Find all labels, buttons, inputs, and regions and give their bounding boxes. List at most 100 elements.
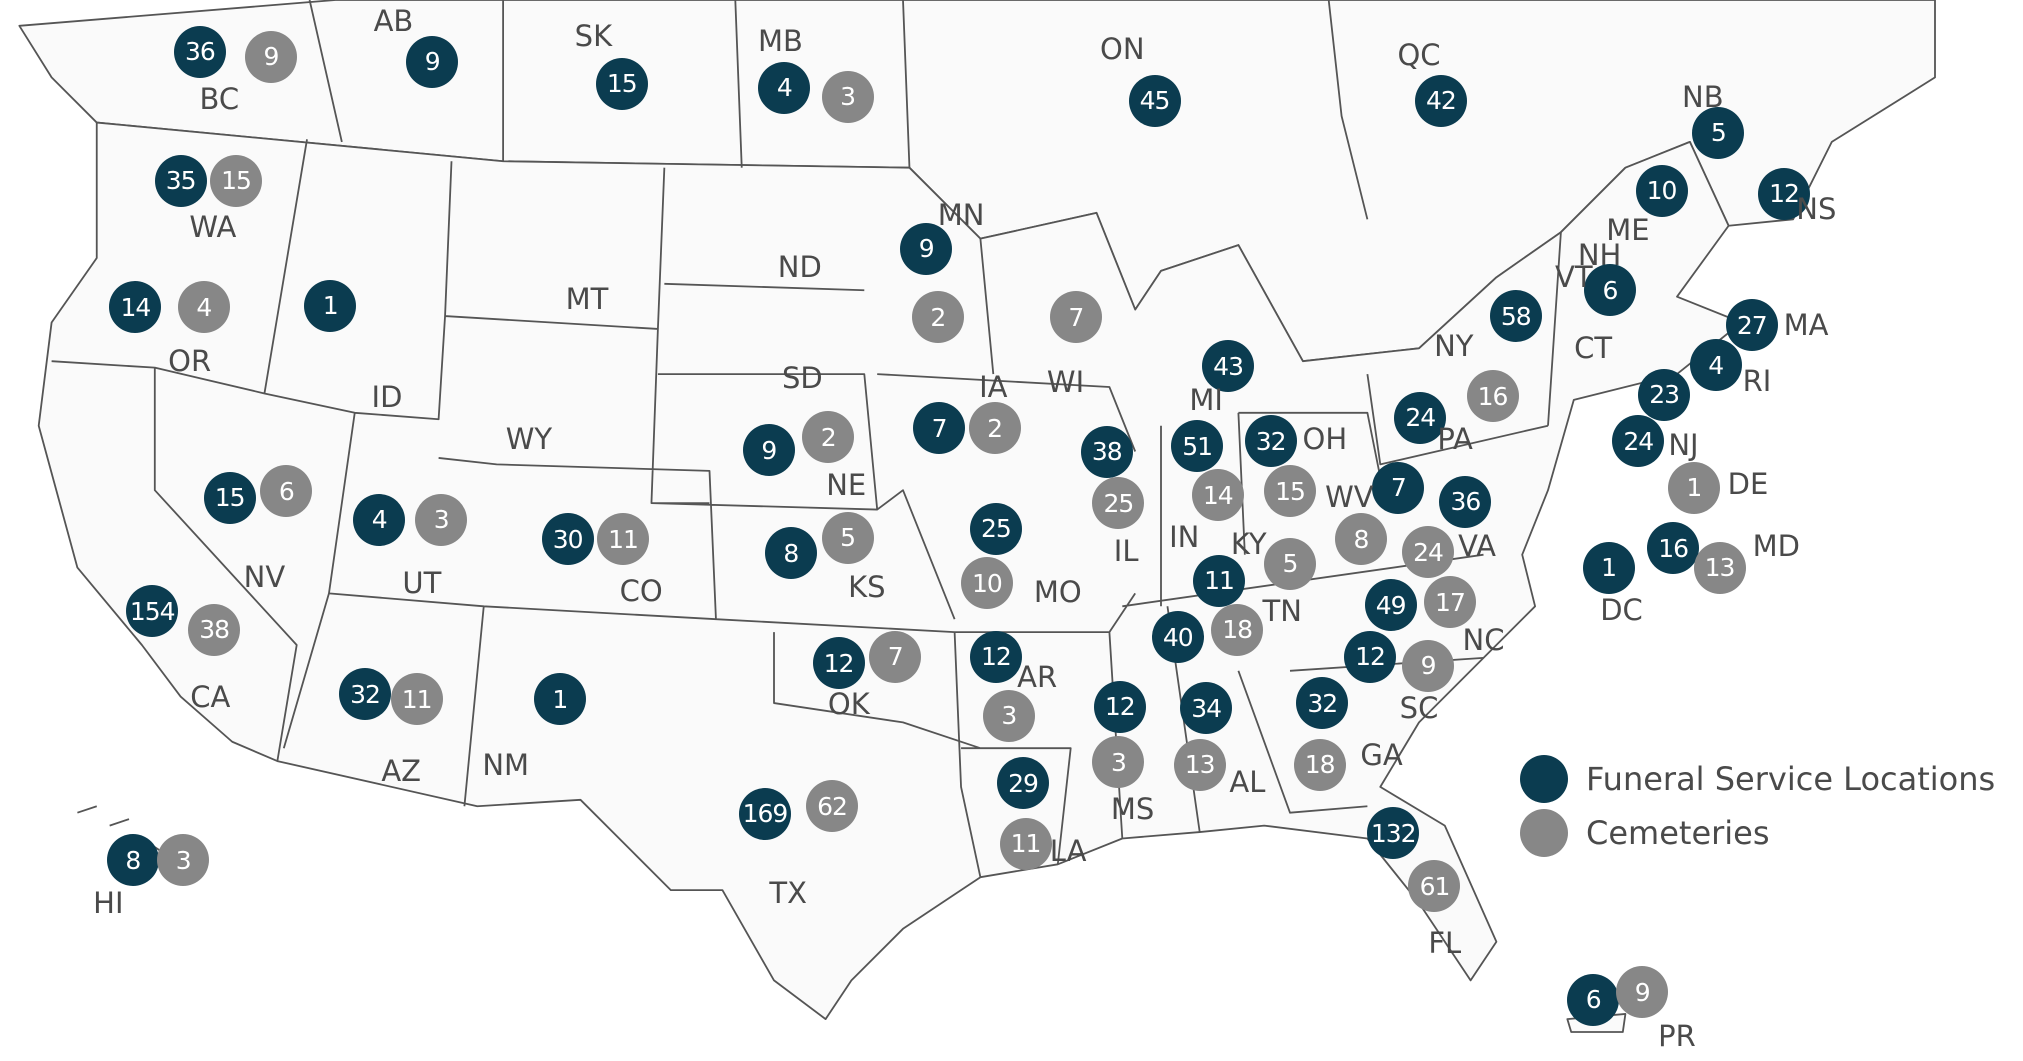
- cemetery-marker-hi: 3: [157, 834, 210, 887]
- cemetery-marker-ky: 5: [1264, 537, 1316, 590]
- region-label-ri: RI: [1742, 363, 1772, 398]
- region-label-pr: PR: [1658, 1018, 1696, 1053]
- funeral-marker-ia: 7: [913, 402, 966, 455]
- region-label-or: OR: [168, 344, 212, 379]
- region-label-va: VA: [1458, 528, 1496, 563]
- funeral-marker-qc: 42: [1414, 74, 1467, 127]
- cemetery-marker-oh: 15: [1264, 465, 1316, 518]
- region-label-ny: NY: [1434, 328, 1474, 363]
- cemetery-marker-de: 1: [1667, 461, 1720, 514]
- region-label-wa: WA: [189, 210, 237, 245]
- cemetery-marker-mb: 3: [821, 70, 874, 123]
- region-label-wi: WI: [1046, 364, 1085, 399]
- funeral-marker-ab: 9: [406, 35, 459, 88]
- cemetery-marker-fl: 61: [1408, 860, 1461, 913]
- funeral-marker-md: 16: [1647, 522, 1700, 575]
- region-label-mo: MO: [1033, 575, 1082, 610]
- funeral-marker-ks: 8: [764, 527, 817, 580]
- funeral-marker-ct: 23: [1638, 368, 1691, 421]
- funeral-marker-or: 14: [109, 281, 162, 334]
- region-label-nm: NM: [482, 747, 530, 782]
- region-label-mn: MN: [937, 198, 985, 233]
- cemetery-marker-ok: 7: [869, 630, 922, 683]
- cemetery-marker-mo: 10: [960, 557, 1013, 610]
- region-label-nd: ND: [777, 250, 822, 285]
- region-label-in: IN: [1169, 519, 1200, 554]
- funeral-marker-ar: 12: [969, 630, 1022, 683]
- region-label-ct: CT: [1574, 331, 1613, 366]
- region-label-ms: MS: [1110, 791, 1155, 826]
- funeral-marker-pa: 24: [1394, 391, 1447, 444]
- cemetery-marker-md: 13: [1693, 541, 1746, 594]
- funeral-marker-ns: 12: [1758, 167, 1811, 220]
- cemetery-marker-ms: 3: [1092, 736, 1145, 789]
- region-label-id: ID: [371, 380, 403, 415]
- funeral-marker-fl: 132: [1367, 807, 1420, 860]
- funeral-marker-nj: 24: [1612, 415, 1665, 468]
- funeral-marker-ne: 9: [742, 424, 795, 477]
- region-label-nc: NC: [1462, 622, 1505, 657]
- cemetery-marker-wa: 15: [210, 154, 263, 207]
- legend-label-cemetery: Cemeteries: [1586, 814, 1770, 852]
- region-label-sd: SD: [782, 360, 823, 395]
- funeral-marker-dc: 1: [1582, 541, 1635, 594]
- region-label-ns: NS: [1796, 191, 1837, 226]
- cemetery-marker-co: 11: [597, 513, 650, 566]
- cemetery-marker-mn: 2: [911, 291, 964, 344]
- funeral-marker-mb: 4: [758, 61, 811, 114]
- funeral-marker-ga: 32: [1296, 677, 1349, 730]
- cemetery-marker-pr: 9: [1616, 966, 1669, 1018]
- funeral-marker-nb: 5: [1692, 106, 1745, 159]
- cemetery-marker-pa: 16: [1466, 370, 1519, 423]
- cemetery-legend-swatch: [1520, 809, 1568, 857]
- funeral-marker-la: 29: [996, 757, 1049, 810]
- region-label-co: CO: [619, 573, 663, 608]
- funeral-marker-on: 45: [1128, 74, 1181, 127]
- region-label-mb: MB: [757, 24, 803, 59]
- region-label-ut: UT: [402, 566, 442, 601]
- funeral-marker-wv: 7: [1372, 461, 1425, 514]
- region-label-ne: NE: [826, 468, 867, 503]
- funeral-marker-ut: 4: [353, 493, 406, 546]
- funeral-marker-id: 1: [304, 279, 357, 332]
- region-label-ga: GA: [1360, 737, 1403, 772]
- cemetery-marker-in: 14: [1191, 469, 1244, 522]
- cemetery-marker-ca: 38: [188, 603, 241, 656]
- funeral-marker-co: 30: [541, 513, 594, 566]
- cemetery-marker-nv: 6: [260, 465, 313, 518]
- cemetery-marker-nc: 17: [1423, 576, 1476, 629]
- region-label-ca: CA: [190, 679, 231, 714]
- region-label-ab: AB: [373, 3, 414, 38]
- cemetery-marker-al: 13: [1173, 738, 1226, 791]
- funeral-marker-ms: 12: [1093, 680, 1146, 733]
- funeral-marker-mn: 9: [900, 222, 953, 275]
- cemetery-marker-ne: 2: [802, 411, 855, 464]
- cemetery-marker-ga: 18: [1293, 738, 1346, 791]
- funeral-marker-nm: 1: [533, 673, 586, 726]
- funeral-marker-nv: 15: [203, 471, 256, 524]
- funeral-marker-ky: 11: [1193, 554, 1246, 607]
- cemetery-marker-az: 11: [390, 673, 443, 726]
- region-label-ar: AR: [1017, 660, 1058, 695]
- funeral-marker-ny: 58: [1489, 290, 1542, 343]
- region-label-sc: SC: [1399, 691, 1439, 726]
- funeral-marker-mi: 43: [1202, 340, 1255, 393]
- funeral-marker-al: 34: [1180, 682, 1233, 735]
- funeral-marker-bc: 36: [173, 25, 226, 78]
- funeral-marker-in: 51: [1171, 420, 1224, 473]
- region-label-ok: OK: [827, 687, 870, 722]
- us-outline: [37, 121, 1743, 1021]
- funeral-marker-az: 32: [339, 668, 392, 721]
- funeral-marker-me: 10: [1635, 164, 1688, 217]
- legend: Funeral Service Locations Cemeteries: [1520, 752, 1995, 860]
- region-label-nb: NB: [1682, 79, 1724, 114]
- region-label-vt: VT: [1555, 260, 1593, 295]
- funeral-marker-pr: 6: [1567, 973, 1620, 1026]
- funeral-marker-wa: 35: [154, 154, 207, 207]
- funeral-marker-va: 36: [1439, 475, 1492, 528]
- region-label-la: LA: [1049, 834, 1087, 869]
- province-lines: [308, 0, 1369, 220]
- cemetery-marker-va: 24: [1402, 526, 1455, 579]
- region-label-on: ON: [1100, 32, 1145, 67]
- cemetery-marker-ks: 5: [821, 511, 874, 564]
